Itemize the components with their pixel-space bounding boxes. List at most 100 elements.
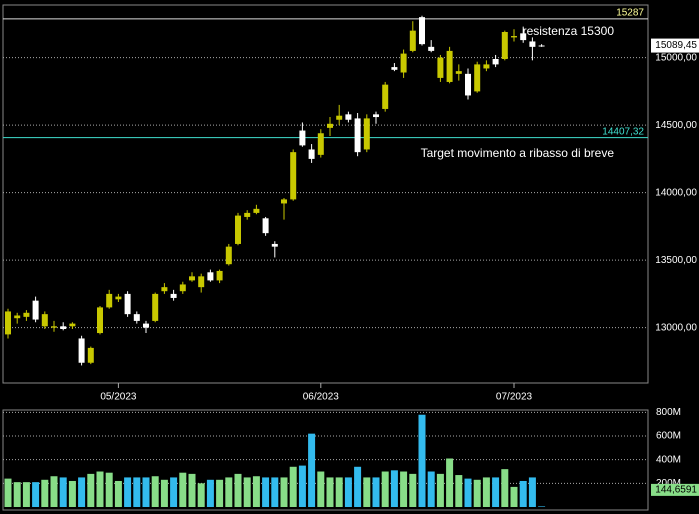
candle-body <box>69 323 76 327</box>
x-tick-label: 06/2023 <box>303 392 340 403</box>
candle-body <box>14 315 21 319</box>
volume-bar <box>197 483 205 507</box>
volume-bar <box>409 473 417 507</box>
candle-body <box>32 300 39 320</box>
volume-bar <box>317 471 325 507</box>
candle-body <box>409 30 416 51</box>
candle-body <box>216 270 223 281</box>
x-tick-label: 05/2023 <box>100 392 137 403</box>
candle-body <box>382 84 389 109</box>
candle-body <box>317 133 324 155</box>
annotation: Target movimento a ribasso di breve <box>421 146 615 160</box>
last-price-label: 15089,45 <box>655 40 697 51</box>
candle-body <box>124 293 131 315</box>
candle-body <box>455 71 462 74</box>
volume-bar <box>326 477 334 507</box>
candle-body <box>538 45 545 47</box>
volume-bar <box>234 473 242 507</box>
candle-body <box>152 293 159 321</box>
candle-body <box>271 243 278 247</box>
candle-body <box>179 284 186 292</box>
candle-body <box>511 36 517 38</box>
volume-bar <box>418 414 426 507</box>
candle-body <box>281 199 287 204</box>
annotation: resistenza 15300 <box>523 24 615 38</box>
y-tick-label: 200M <box>656 478 681 489</box>
volume-bar <box>87 473 95 507</box>
candle-body <box>133 314 140 321</box>
candle-body <box>492 59 499 65</box>
candle-body <box>262 218 269 234</box>
volume-bar <box>32 482 40 507</box>
volume-bar <box>22 482 30 507</box>
volume-bar <box>427 471 435 507</box>
candle-body <box>106 293 113 308</box>
volume-bar <box>381 471 389 507</box>
candle-body <box>419 17 425 45</box>
candle-body <box>299 130 306 146</box>
level-label: 14407,32 <box>602 126 644 137</box>
volume-bar <box>510 486 518 507</box>
volume-bar <box>13 482 21 507</box>
candle-body <box>290 152 297 200</box>
y-tick-label: 13000,00 <box>655 322 697 333</box>
candle-body <box>529 41 536 47</box>
volume-bar <box>142 477 150 507</box>
volume-bar <box>446 458 454 507</box>
candle-body <box>60 326 67 329</box>
candle-body <box>465 73 471 96</box>
volume-bar <box>50 476 58 507</box>
volume-bar <box>262 477 270 507</box>
volume-bar <box>68 480 76 507</box>
last-price-box <box>651 38 699 53</box>
volume-bar <box>114 480 122 507</box>
candle-body <box>198 276 205 288</box>
volume-bar <box>492 477 500 507</box>
candle-body <box>474 64 481 92</box>
volume-bar <box>344 477 352 507</box>
volume-bar <box>289 466 297 507</box>
volume-bar <box>78 477 86 507</box>
x-tick-label: 07/2023 <box>496 392 533 403</box>
volume-bar <box>372 477 380 507</box>
candle-body <box>327 123 333 128</box>
y-tick-label: 800M <box>656 407 681 418</box>
volume-bar <box>501 469 509 507</box>
volume-bar <box>335 477 343 507</box>
candle-body <box>170 293 177 298</box>
candle-body <box>78 338 85 363</box>
volume-bar <box>59 477 67 507</box>
candle-body <box>253 208 260 213</box>
y-tick-label: 15000,00 <box>655 52 697 63</box>
volume-bar <box>390 470 398 507</box>
candle-body <box>87 347 94 363</box>
candle-body <box>41 314 48 327</box>
last-volume-box <box>651 483 699 496</box>
volume-bar <box>160 479 168 507</box>
y-tick-label: 13500,00 <box>655 255 697 266</box>
candle-body <box>336 115 343 120</box>
volume-bar <box>252 476 260 507</box>
candle-body <box>207 272 214 281</box>
candle-body <box>235 215 241 244</box>
volume-bar <box>280 477 288 507</box>
volume-bar <box>188 473 196 507</box>
candle-body <box>115 296 122 300</box>
volume-bar <box>363 477 371 507</box>
volume-bar <box>105 472 113 507</box>
candle-body <box>483 64 490 69</box>
volume-bar <box>482 477 490 507</box>
candle-body <box>520 33 527 41</box>
candle-body <box>363 118 370 150</box>
y-tick-label: 400M <box>656 454 681 465</box>
y-tick-label: 600M <box>656 431 681 442</box>
volume-bar <box>400 471 408 507</box>
volume-bar <box>41 479 49 507</box>
y-tick-label: 14000,00 <box>655 187 697 198</box>
volume-bar <box>170 477 178 507</box>
candle-body <box>143 323 149 328</box>
candle-body <box>501 32 508 59</box>
candle-body <box>446 50 453 82</box>
candle-body <box>189 276 195 281</box>
